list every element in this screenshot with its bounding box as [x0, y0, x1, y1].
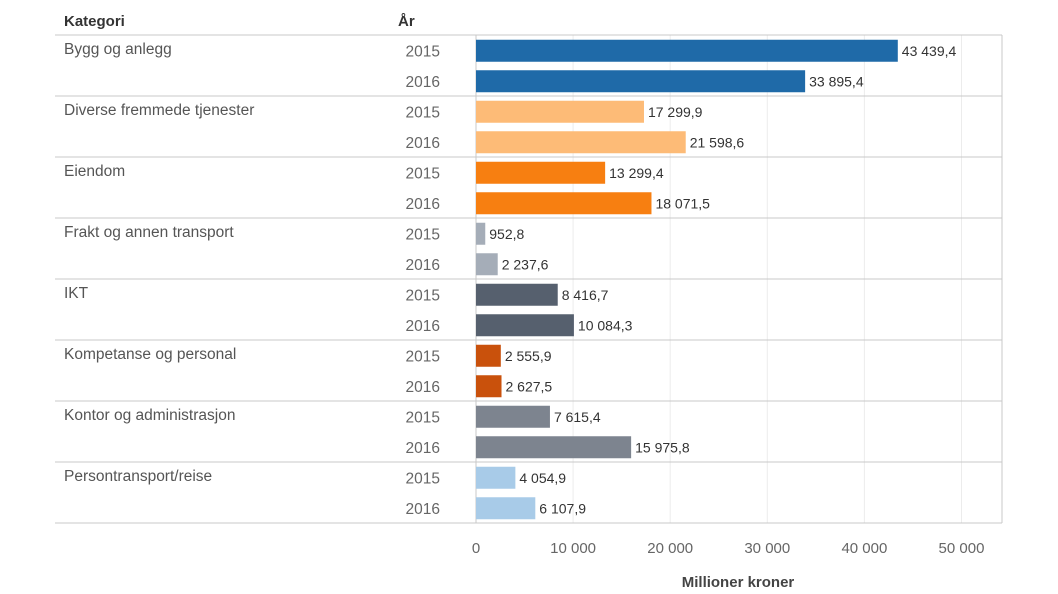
- data-label: 2 237,6: [502, 256, 549, 272]
- data-label: 13 299,4: [609, 165, 664, 181]
- bar: [476, 436, 632, 459]
- bar: [476, 161, 606, 184]
- x-axis: 0 10 000 20 000 30 000 40 000 50 000: [472, 540, 985, 557]
- year-label: 2015: [406, 226, 440, 243]
- year-label: 2015: [406, 409, 440, 426]
- year-label: 2015: [406, 348, 440, 365]
- bar: [476, 405, 550, 428]
- bar: [476, 497, 536, 520]
- bar: [476, 466, 516, 489]
- x-tick-label: 20 000: [647, 540, 693, 557]
- year-label: 2016: [406, 196, 440, 213]
- year-label: 2016: [406, 74, 440, 91]
- data-label: 2 555,9: [505, 348, 552, 364]
- year-label: 2016: [406, 440, 440, 457]
- data-label: 33 895,4: [809, 73, 864, 89]
- category-label: IKT: [64, 285, 89, 302]
- year-label: 2016: [406, 135, 440, 152]
- year-label: 2016: [406, 318, 440, 335]
- category-label: Kontor og administrasjon: [64, 407, 235, 424]
- data-label: 7 615,4: [554, 409, 601, 425]
- category-group: Frakt og annen transport 2015 952,8 2016 2 2…: [55, 217, 1002, 276]
- bar: [476, 192, 652, 215]
- year-label: 2015: [406, 470, 440, 487]
- bar: [476, 344, 501, 367]
- bar: [476, 131, 686, 154]
- bar: [476, 283, 558, 306]
- x-tick-label: 0: [472, 540, 480, 557]
- chart-rows: Bygg og anlegg 2015 43 439,4 2016 33 895,4 Di…: [55, 39, 1002, 520]
- year-label: 2015: [406, 287, 440, 304]
- data-label: 6 107,9: [539, 500, 586, 516]
- data-label: 21 598,6: [690, 134, 745, 150]
- category-header: Kategori: [64, 13, 125, 30]
- data-label: 8 416,7: [562, 287, 609, 303]
- x-tick-label: 10 000: [550, 540, 596, 557]
- bar: [476, 253, 498, 276]
- x-axis-label: Millioner kroner: [682, 574, 795, 591]
- data-label: 4 054,9: [519, 470, 566, 486]
- x-tick-label: 50 000: [939, 540, 985, 557]
- data-label: 15 975,8: [635, 439, 690, 455]
- category-label: Persontransport/reise: [64, 468, 212, 485]
- category-label: Eiendom: [64, 163, 125, 180]
- bar: [476, 70, 806, 93]
- category-group: Eiendom 2015 13 299,4 2016 18 071,5: [55, 156, 1002, 215]
- data-label: 2 627,5: [506, 378, 553, 394]
- year-header: År: [398, 13, 415, 30]
- bar: [476, 375, 502, 398]
- data-label: 10 084,3: [578, 317, 633, 333]
- category-label: Bygg og anlegg: [64, 41, 172, 58]
- bar: [476, 314, 574, 337]
- data-label: 43 439,4: [902, 43, 957, 59]
- year-label: 2015: [406, 165, 440, 182]
- bar: [476, 39, 898, 62]
- data-label: 18 071,5: [655, 195, 710, 211]
- bar: [476, 222, 486, 245]
- year-label: 2016: [406, 379, 440, 396]
- category-group: Persontransport/reise 2015 4 054,9 2016 6 10…: [55, 461, 1002, 520]
- x-tick-label: 30 000: [744, 540, 790, 557]
- category-group: Diverse fremmede tjenester 2015 17 299,9 20…: [55, 95, 1002, 154]
- year-label: 2015: [406, 43, 440, 60]
- x-tick-label: 40 000: [841, 540, 887, 557]
- category-label: Kompetanse og personal: [64, 346, 236, 363]
- year-label: 2016: [406, 257, 440, 274]
- year-label: 2016: [406, 501, 440, 518]
- data-label: 17 299,9: [648, 104, 703, 120]
- category-label: Frakt og annen transport: [64, 224, 234, 241]
- category-group: IKT 2015 8 416,7 2016 10 084,3: [55, 278, 1002, 337]
- category-group: Bygg og anlegg 2015 43 439,4 2016 33 895,4: [64, 39, 957, 93]
- year-label: 2015: [406, 104, 440, 121]
- category-group: Kompetanse og personal 2015 2 555,9 2016 2 6…: [55, 339, 1002, 398]
- bar: [476, 100, 644, 123]
- data-label: 952,8: [489, 226, 524, 242]
- category-group: Kontor og administrasjon 2015 7 615,4 2016 1…: [55, 400, 1002, 459]
- category-label: Diverse fremmede tjenester: [64, 102, 254, 119]
